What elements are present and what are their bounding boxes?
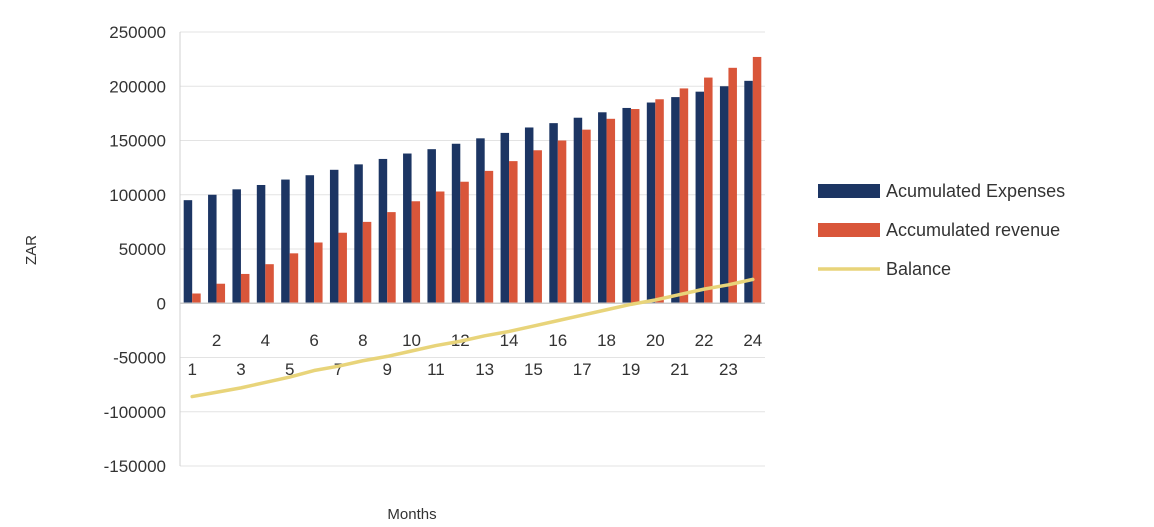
expenses-bar-10 [403,153,412,304]
x-tick-label: 20 [646,331,665,350]
legend-label: Acumulated Expenses [886,181,1065,201]
x-tick-label: 24 [743,331,762,350]
y-tick-label: 250000 [109,23,166,42]
x-tick-label: 7 [334,360,343,379]
x-tick-label: 11 [427,360,445,379]
x-tick-label: 5 [285,360,294,379]
expenses-bar-21 [671,97,680,304]
x-tick-label: 15 [524,360,543,379]
expenses-bar-19 [622,107,631,304]
expenses-bar-2 [208,194,217,304]
revenue-bar-22 [704,77,713,304]
expenses-bar-14 [500,132,510,304]
legend: Acumulated Expenses Accumulated revenue Ba… [818,181,1065,279]
x-axis-title: Months [387,506,436,523]
y-tick-label: -100000 [104,403,166,422]
x-tick-label: 4 [261,331,270,350]
revenue-bar-21 [679,88,689,304]
revenue-bar-3 [240,273,250,304]
revenue-bar-16 [557,140,567,304]
expenses-bar-4 [256,184,266,304]
x-tick-label: 10 [402,331,421,350]
revenue-bar-9 [387,212,396,304]
x-tick-label: 6 [309,331,318,350]
y-tick-label: -50000 [113,349,166,368]
revenue-bar-2 [216,283,226,304]
expenses-bar-11 [427,149,436,304]
revenue-bar-8 [362,221,372,304]
expenses-bar-15 [524,127,534,304]
x-tick-label: 18 [597,331,616,350]
revenue-bar-17 [582,129,591,304]
expenses-bar-20 [646,102,656,304]
revenue-bar-13 [484,170,494,304]
expenses-bar-7 [329,169,339,304]
expenses-bar-1 [183,200,193,304]
x-tick-label: 13 [475,360,494,379]
revenue-bar-18 [606,118,616,304]
expenses-bar-17 [573,117,583,304]
revenue-bar-14 [509,161,518,304]
y-tick-label: 200000 [109,77,166,96]
revenue-bar-10 [411,201,421,304]
revenue-bar-19 [630,109,640,304]
expenses-bar-16 [549,123,558,304]
x-tick-label: 3 [236,360,245,379]
y-tick-label: 0 [157,294,166,313]
x-tick-label: 2 [212,331,221,350]
axis-lines [179,32,765,466]
revenue-bar-6 [314,242,323,304]
y-axis-ticks: 250000 200000 150000 100000 50000 0 -50000 -100… [104,23,166,476]
y-axis-title: ZAR [23,235,40,265]
x-tick-label: 1 [187,360,196,379]
revenue-bar-5 [289,253,299,304]
expenses-bar-22 [695,91,705,304]
bars [183,56,762,304]
expenses-bar-13 [476,138,485,304]
expenses-bar-9 [378,158,388,304]
revenue-bar-15 [533,150,542,304]
x-tick-label: 23 [719,360,738,379]
x-tick-label: 17 [573,360,592,379]
legend-swatch-revenue [818,223,880,237]
y-tick-label: -150000 [104,457,166,476]
x-tick-label: 21 [670,360,689,379]
y-tick-label: 150000 [109,132,166,151]
x-tick-label: 14 [500,331,519,350]
expenses-bar-6 [305,175,315,304]
revenue-bar-23 [728,67,737,304]
expenses-bar-24 [744,80,753,304]
y-tick-label: 50000 [119,240,166,259]
expenses-bar-5 [281,179,290,304]
legend-label: Accumulated revenue [886,220,1060,240]
revenue-bar-12 [460,181,469,304]
revenue-bar-11 [435,191,445,304]
expenses-bar-23 [719,86,729,304]
x-tick-label: 8 [358,331,367,350]
expenses-bar-12 [451,143,461,304]
x-tick-label: 19 [621,360,640,379]
expenses-bar-3 [232,189,241,304]
x-tick-label: 16 [548,331,567,350]
x-tick-label: 22 [695,331,714,350]
y-tick-label: 100000 [109,186,166,205]
legend-swatch-expenses [818,184,880,198]
balance-line [190,277,755,399]
revenue-bar-1 [192,293,201,304]
revenue-bar-4 [265,264,274,304]
legend-label: Balance [886,259,951,279]
revenue-bar-24 [752,56,762,304]
x-tick-label: 9 [382,360,391,379]
expenses-bar-18 [598,112,607,304]
revenue-bar-20 [655,99,664,304]
balance-line-layer [190,277,755,399]
revenue-bar-7 [338,232,347,304]
expenses-bar-8 [354,164,363,304]
